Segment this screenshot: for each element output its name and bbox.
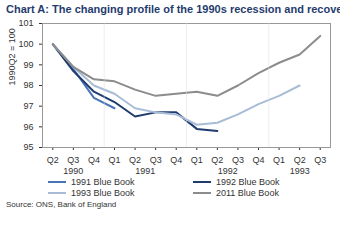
svg-text:1990Q2 = 100: 1990Q2 = 100	[7, 28, 17, 85]
svg-text:1993: 1993	[290, 166, 310, 176]
svg-text:Q2: Q2	[211, 155, 223, 165]
svg-text:Q4: Q4	[88, 155, 100, 165]
svg-text:1990: 1990	[63, 166, 83, 176]
html-text:1991 Blue Book: 1991 Blue Book	[71, 177, 135, 187]
svg-text:Q2: Q2	[129, 155, 141, 165]
svg-text:96: 96	[23, 122, 33, 132]
svg-text:100: 100	[18, 39, 33, 49]
svg-text:Q4: Q4	[170, 155, 182, 165]
html-text:Source: ONS, Bank of England: Source: ONS, Bank of England	[6, 200, 117, 209]
svg-text:Q3: Q3	[67, 155, 79, 165]
html-text:1992 Blue Book: 1992 Blue Book	[216, 177, 280, 187]
svg-text:Q3: Q3	[150, 155, 162, 165]
html-text:2011 Blue Book: 2011 Blue Book	[216, 188, 279, 198]
svg-text:Q1: Q1	[108, 155, 120, 165]
svg-text:99: 99	[23, 60, 33, 70]
svg-text:1992: 1992	[218, 166, 238, 176]
svg-text:101: 101	[18, 18, 33, 28]
svg-text:98: 98	[23, 80, 33, 90]
svg-text:Q2: Q2	[294, 155, 306, 165]
svg-text:Q2: Q2	[47, 155, 59, 165]
svg-text:1991: 1991	[135, 166, 155, 176]
svg-text:95: 95	[23, 142, 33, 152]
svg-text:Q4: Q4	[252, 155, 264, 165]
html-text:1993 Blue Book: 1993 Blue Book	[71, 188, 135, 198]
svg-text:Q1: Q1	[191, 155, 203, 165]
svg-text:Q3: Q3	[232, 155, 244, 165]
svg-text:97: 97	[23, 101, 33, 111]
svg-text:Q1: Q1	[273, 155, 285, 165]
svg-text:Q3: Q3	[314, 155, 326, 165]
